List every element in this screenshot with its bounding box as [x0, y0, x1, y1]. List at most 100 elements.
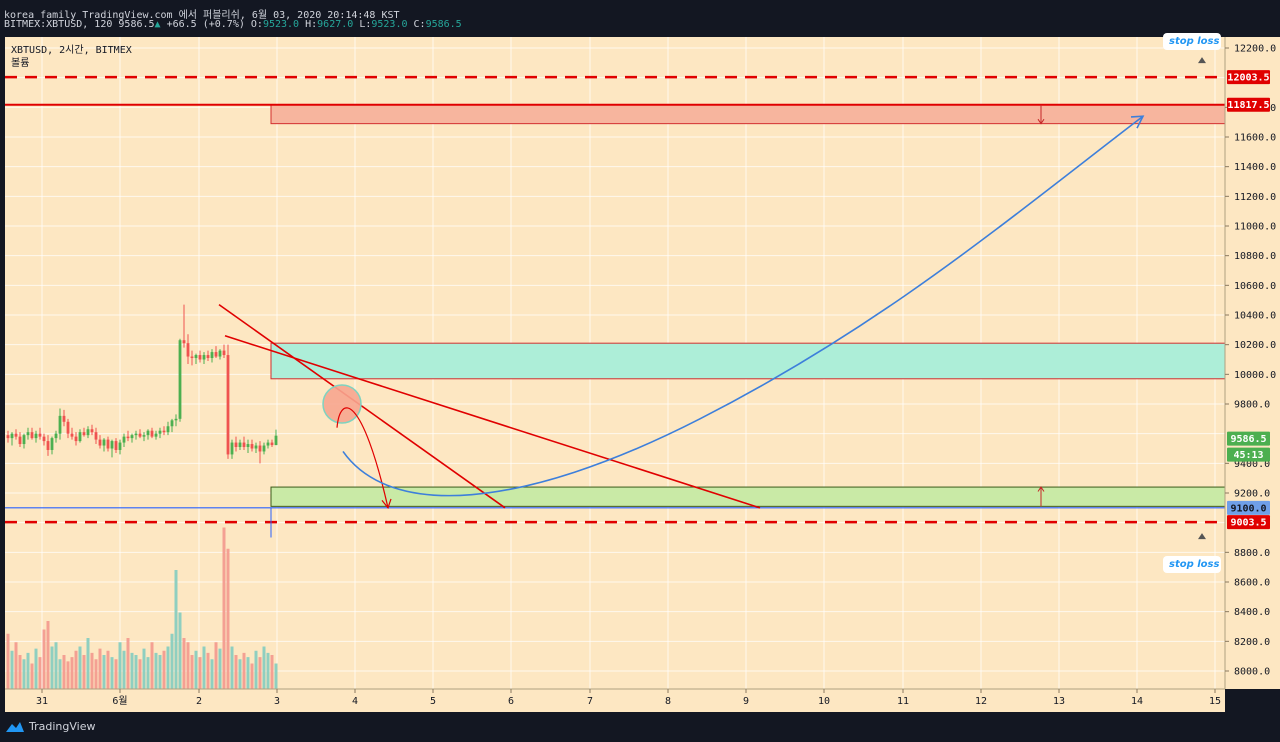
volume-bar — [174, 570, 178, 689]
candle-body — [18, 436, 22, 445]
time-tick-label: 31 — [36, 696, 48, 707]
candle-body — [122, 436, 126, 443]
price-tick-label: 11400.0 — [1234, 162, 1276, 173]
candle-body — [150, 430, 154, 437]
trendline-1[interactable] — [218, 303, 506, 509]
candle-body — [98, 439, 102, 446]
volume-bar — [114, 659, 118, 689]
volume-bar — [134, 655, 138, 689]
volume-bar — [90, 652, 94, 689]
badge-resistance: 11817.5 — [1227, 100, 1269, 111]
candle-body — [26, 432, 30, 436]
time-tick-label: 3 — [274, 696, 280, 707]
candle-body — [174, 418, 178, 421]
candle-body — [34, 433, 38, 439]
time-tick-label: 6 — [508, 696, 514, 707]
volume-bar — [126, 638, 130, 689]
volume-bar — [62, 655, 66, 689]
projection-curve[interactable] — [342, 115, 1144, 497]
volume-bar — [18, 655, 22, 689]
badge-countdown-bg — [1227, 447, 1270, 462]
badge-upper-stop: 12003.5 — [1227, 73, 1269, 84]
candle-body — [114, 441, 118, 450]
volume-bar — [194, 650, 198, 689]
candle-body — [166, 426, 170, 433]
candle-body — [106, 439, 110, 449]
volume-bar — [82, 655, 86, 689]
candle-body — [238, 442, 242, 448]
price-axis[interactable] — [1225, 37, 1280, 689]
volume-bar — [30, 663, 34, 689]
candle-body — [38, 433, 42, 437]
time-axis[interactable] — [5, 689, 1225, 712]
highlight-circle[interactable] — [322, 384, 362, 424]
badge-lower-stop: 9003.5 — [1230, 518, 1266, 529]
candle-body — [250, 444, 254, 449]
candle-body — [58, 415, 62, 434]
stop-loss-callout-lower[interactable]: stop loss li — [1163, 556, 1221, 573]
time-tick-label: 13 — [1053, 696, 1065, 707]
low-label: L: — [359, 19, 372, 30]
chart-canvas[interactable]: 12200.011800.011600.011400.011200.011000… — [0, 34, 1280, 712]
volume-bar — [158, 655, 162, 689]
support-arrow-head — [1037, 486, 1045, 492]
candle-body — [206, 355, 210, 359]
tradingview-logo[interactable]: TradingView — [5, 720, 95, 733]
candle-body — [194, 355, 198, 359]
candle-body — [130, 435, 134, 439]
volume-bar — [198, 657, 202, 689]
time-tick-label: 8 — [665, 696, 671, 707]
price-tick-label: 10800.0 — [1234, 251, 1276, 262]
volume-bar — [166, 646, 170, 689]
volume-bar — [50, 646, 54, 689]
candle-body — [134, 433, 138, 436]
volume-bar — [218, 648, 222, 689]
symbol-ohlc-line: BITMEX:XBTUSD, 120 9586.5▲ +66.5 (+0.7%)… — [4, 19, 462, 30]
badge-resistance-bg — [1227, 97, 1270, 112]
price-tick-label: 8000.0 — [1234, 667, 1270, 678]
volume-bar — [6, 633, 10, 689]
time-tick-label: 11 — [897, 696, 909, 707]
volume-bar — [10, 650, 14, 689]
drawings[interactable] — [5, 57, 1225, 540]
time-tick-label: 14 — [1131, 696, 1143, 707]
red-arrow-path[interactable] — [336, 407, 389, 508]
volume-bar — [94, 659, 98, 689]
time-tick-label: 5 — [430, 696, 436, 707]
volume-bar — [14, 642, 18, 689]
time-tick-label: 15 — [1209, 696, 1221, 707]
price-tick-label: 10600.0 — [1234, 281, 1276, 292]
up-arrow-icon: ▲ — [154, 19, 161, 30]
volume-bar — [106, 650, 110, 689]
zone-resistance[interactable] — [270, 104, 1226, 125]
candle-body — [42, 436, 46, 442]
volume-bar — [262, 646, 266, 689]
trendline-2[interactable] — [224, 335, 761, 509]
symbol-name[interactable]: BITMEX:XBTUSD, 120 — [4, 19, 113, 30]
volume-bar — [54, 642, 58, 689]
high-value: 9627.0 — [317, 19, 354, 30]
stop-loss-callout-upper[interactable]: stop loss li — [1163, 33, 1221, 50]
price-tick-label: 11000.0 — [1234, 222, 1276, 233]
candle-body — [158, 430, 162, 434]
volume-bar — [118, 642, 122, 689]
volume-bar — [270, 655, 274, 689]
callout-pointer-lower — [1198, 533, 1206, 540]
price-tick-label: 8800.0 — [1234, 548, 1270, 559]
price-tick-label: 8200.0 — [1234, 637, 1270, 648]
candle-body — [182, 340, 186, 344]
candle-body — [258, 445, 262, 452]
candle-body — [202, 355, 206, 360]
candle-body — [110, 441, 114, 449]
volume-bar — [34, 648, 38, 689]
zone-teal[interactable] — [270, 342, 1226, 380]
last-price: 9586.5 — [118, 19, 155, 30]
price-tick-label: 8400.0 — [1234, 607, 1270, 618]
price-tick-label: 10000.0 — [1234, 370, 1276, 381]
candle-body — [210, 352, 214, 359]
badge-current-price: 9586.5 — [1230, 434, 1266, 445]
volume-bar — [266, 652, 270, 689]
volume-bar — [130, 652, 134, 689]
zones[interactable] — [270, 104, 1226, 507]
volume-bar — [226, 548, 230, 689]
